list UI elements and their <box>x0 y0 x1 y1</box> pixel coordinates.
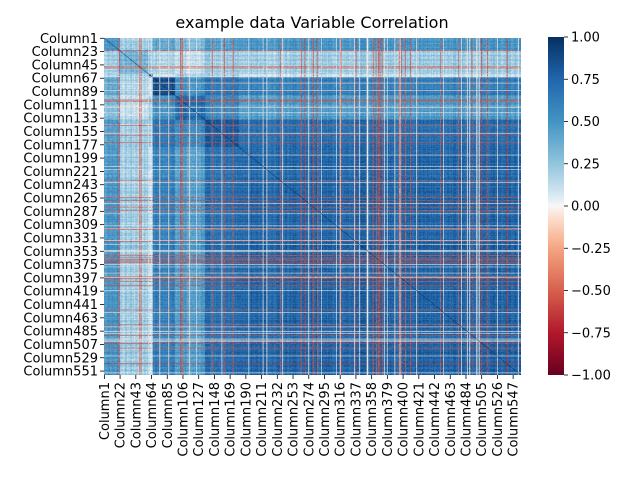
y-tick-label: Column265 <box>23 192 98 207</box>
colorbar-tick-label: −1.00 <box>571 369 611 384</box>
y-tick-label: Column441 <box>23 298 98 313</box>
y-tick-label: Column155 <box>23 125 98 140</box>
colorbar-tick-label: −0.25 <box>571 242 611 257</box>
x-tick-label: Column64 <box>145 382 160 448</box>
x-tick-label: Column484 <box>459 382 474 457</box>
colorbar-tick-label: −0.75 <box>571 326 611 341</box>
y-tick-label: Column309 <box>23 218 98 233</box>
y-tick-label: Column485 <box>23 325 98 340</box>
y-tick-label: Column419 <box>23 285 98 300</box>
y-tick-label: Column353 <box>23 245 98 260</box>
x-tick-label: Column400 <box>397 382 412 457</box>
colorbar-ticks: 1.00 0.75 0.50 0.25 0.00 −0.25 −0.50 −0.75 −1.00 <box>564 31 611 384</box>
y-tick-label: Column463 <box>23 311 98 326</box>
y-tick-label: Column133 <box>23 112 98 127</box>
x-tick-label: Column295 <box>318 382 333 457</box>
x-tick-label: Column442 <box>428 382 443 457</box>
y-tick-label: Column45 <box>32 58 98 73</box>
colorbar-tick-label: 0.50 <box>571 115 600 130</box>
x-tick-label: Column190 <box>239 382 254 457</box>
x-tick-label: Column505 <box>475 382 490 457</box>
x-tick-label: Column274 <box>302 382 317 457</box>
x-tick-label: Column85 <box>161 382 176 448</box>
y-tick-label: Column199 <box>23 152 98 167</box>
x-tick-label: Column463 <box>444 382 459 457</box>
x-tick-label: Column337 <box>349 382 364 457</box>
x-tick-label: Column43 <box>129 382 144 448</box>
colorbar-tick-label: 0.25 <box>571 157 600 172</box>
y-axis: Column1Column23Column45Column67Column89C… <box>23 32 104 380</box>
x-tick-label: Column253 <box>287 382 302 457</box>
y-tick-label: Column287 <box>23 205 98 220</box>
y-tick-label: Column221 <box>23 165 98 180</box>
x-tick-label: Column22 <box>114 382 129 448</box>
x-tick-label: Column1 <box>98 382 113 440</box>
x-tick-label: Column106 <box>176 382 191 457</box>
y-tick-label: Column551 <box>23 365 98 380</box>
x-tick-label: Column547 <box>507 382 522 457</box>
x-tick-label: Column127 <box>192 382 207 457</box>
heatmap <box>104 38 521 375</box>
colorbar-tick-label: 1.00 <box>571 31 600 46</box>
colorbar-tick-label: 0.00 <box>571 200 600 215</box>
y-tick-label: Column89 <box>32 85 98 100</box>
chart-title: example data Variable Correlation <box>175 13 448 32</box>
y-tick-label: Column1 <box>40 32 98 47</box>
x-tick-label: Column358 <box>365 382 380 457</box>
x-tick-label: Column526 <box>491 382 506 457</box>
y-tick-label: Column23 <box>32 45 98 60</box>
y-tick-label: Column177 <box>23 138 98 153</box>
x-tick-label: Column148 <box>208 382 223 457</box>
colorbar-tick-label: −0.50 <box>571 284 611 299</box>
y-tick-label: Column507 <box>23 338 98 353</box>
heatmap-cells <box>104 38 521 375</box>
y-tick-label: Column243 <box>23 178 98 193</box>
x-tick-label: Column421 <box>412 382 427 457</box>
x-tick-label: Column379 <box>381 382 396 457</box>
colorbar-tick-label: 0.75 <box>571 73 600 88</box>
y-tick-label: Column397 <box>23 271 98 286</box>
colorbar-gradient <box>548 37 564 375</box>
y-tick-label: Column67 <box>32 72 98 87</box>
x-tick-label: Column211 <box>255 382 270 457</box>
x-axis: Column1 Column22 Column43 Column64 Column85 C… <box>98 375 522 457</box>
x-tick-label: Column316 <box>334 382 349 457</box>
colorbar: 1.00 0.75 0.50 0.25 0.00 −0.25 −0.50 −0.75 −1.00 <box>548 31 611 384</box>
x-tick-label: Column169 <box>224 382 239 457</box>
y-tick-label: Column375 <box>23 258 98 273</box>
y-tick-label: Column111 <box>23 98 98 113</box>
y-tick-label: Column529 <box>23 351 98 366</box>
y-tick-label: Column331 <box>23 231 98 246</box>
x-tick-label: Column232 <box>271 382 286 457</box>
